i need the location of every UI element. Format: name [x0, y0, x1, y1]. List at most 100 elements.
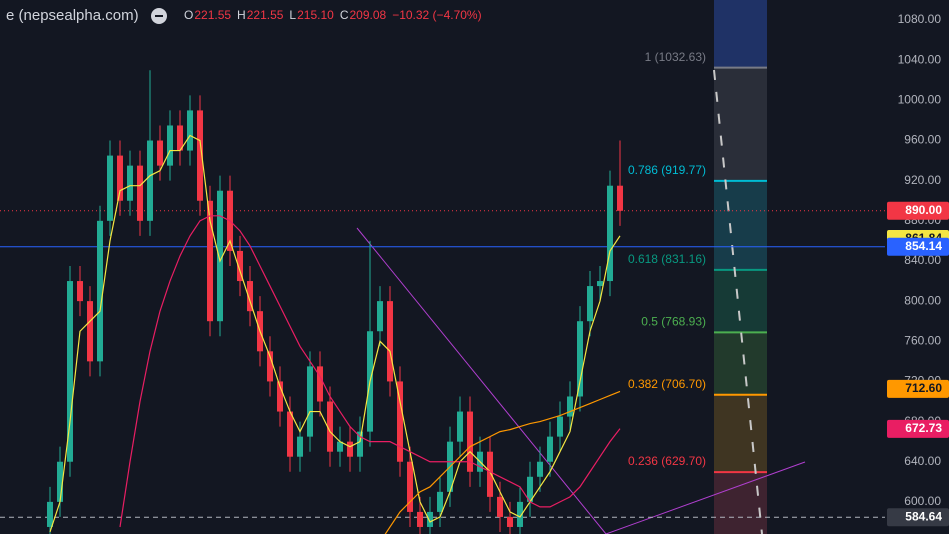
fib-band [714, 332, 767, 395]
fib-label: 0.618 (831.16) [628, 252, 706, 266]
symbol: e (nepsealpha.com) [6, 7, 139, 24]
y-tick-label: 640.00 [904, 454, 941, 468]
fib-label: 0.786 (919.77) [628, 163, 706, 177]
candle-body [507, 516, 513, 527]
fib-band [714, 472, 767, 534]
candle-body [457, 411, 463, 442]
candle-body [327, 401, 333, 452]
candle-body [137, 165, 143, 221]
candle-body [297, 436, 303, 457]
candle-body [217, 190, 223, 322]
price-badge-label: 890.00 [905, 203, 942, 217]
price-badge [887, 419, 949, 438]
candle-body [577, 321, 583, 397]
price-badge-label: 584.64 [905, 509, 942, 523]
candle-body [337, 441, 343, 452]
candle-body [317, 366, 323, 402]
candle-body [77, 281, 83, 302]
y-tick-label: 600.00 [904, 494, 941, 508]
y-tick-label: 960.00 [904, 133, 941, 147]
candle-body [267, 351, 273, 382]
candle-body [347, 441, 353, 457]
fib-band [714, 394, 767, 473]
candle-body [567, 396, 573, 417]
fib-band [714, 67, 767, 181]
fib-band [714, 0, 767, 68]
candle-body [167, 125, 173, 166]
candle-body [117, 155, 123, 201]
candle-body [617, 185, 623, 211]
candle-body [587, 286, 593, 322]
ohlc-value: 221.55 [247, 8, 284, 22]
y-tick-label: 760.00 [904, 333, 941, 347]
candle-body [57, 461, 63, 502]
candle-body [527, 476, 533, 502]
y-tick-label: 1040.00 [898, 52, 942, 66]
y-tick-label: 1000.00 [898, 93, 942, 107]
candle-body [397, 381, 403, 462]
candle-body [207, 200, 213, 322]
candle-body [97, 220, 103, 362]
candle-body [597, 281, 603, 287]
candle-body [427, 511, 433, 527]
candle-body [357, 431, 363, 457]
candle-body [67, 281, 73, 462]
trend-line [605, 461, 806, 534]
ohlc-key: H [237, 8, 246, 22]
y-tick-label: 1080.00 [898, 12, 942, 26]
moving-average [119, 215, 621, 528]
y-tick-label: 920.00 [904, 173, 941, 187]
candle-body [147, 140, 153, 221]
price-badge [887, 201, 949, 220]
candle-body [537, 461, 543, 477]
candle-body [47, 501, 53, 527]
candle-body [607, 185, 613, 282]
candle-body [417, 511, 423, 527]
candle-body [487, 451, 493, 497]
moving-average [49, 134, 621, 533]
change: −10.32 (−4.70%) [392, 8, 481, 22]
candle-body [557, 416, 563, 437]
candle-body [87, 301, 93, 362]
candle-body [287, 411, 293, 457]
candle-body [467, 411, 473, 472]
moving-average [384, 390, 621, 534]
candle-body [547, 436, 553, 462]
ohlc-key: O [184, 8, 193, 22]
y-tick-label: 800.00 [904, 293, 941, 307]
price-badge-label: 854.14 [905, 239, 942, 253]
ohlc-value: 209.08 [349, 8, 386, 22]
candle-body [407, 461, 413, 512]
ohlc-key: L [289, 8, 296, 22]
fib-label: 1 (1032.63) [645, 50, 706, 64]
plot [0, 70, 885, 534]
candle-body [497, 496, 503, 517]
ohlc-value: 221.55 [194, 8, 231, 22]
candle-body [127, 165, 133, 201]
price-badge [887, 237, 949, 256]
fib-band [714, 269, 767, 333]
fib-label: 0.382 (706.70) [628, 377, 706, 391]
candle-body [307, 366, 313, 437]
candle-body [437, 491, 443, 512]
candle-body [277, 381, 283, 412]
price-badge [887, 508, 949, 527]
fib-band [714, 180, 767, 270]
candle-body [517, 501, 523, 527]
price-badge [887, 379, 949, 398]
price-badge-label: 672.73 [905, 421, 942, 435]
fib-label: 0.236 (629.70) [628, 454, 706, 468]
candle-body [377, 301, 383, 332]
candle-body [177, 125, 183, 151]
fib-label: 0.5 (768.93) [641, 314, 706, 328]
fib-zone: 1 (1032.63) 0.786 (919.77) 0.618 (831.16) 0… [628, 0, 767, 534]
ohlc-legend: O 221.55 H 221.55 L 215.10 C 209.08 −10.32 (−4.7… [184, 8, 482, 22]
price-badge-label: 712.60 [905, 381, 942, 395]
ohlc-key: C [340, 8, 349, 22]
y-tick-label: 840.00 [904, 253, 941, 267]
candle-body [157, 140, 163, 166]
candle-body [387, 301, 393, 382]
